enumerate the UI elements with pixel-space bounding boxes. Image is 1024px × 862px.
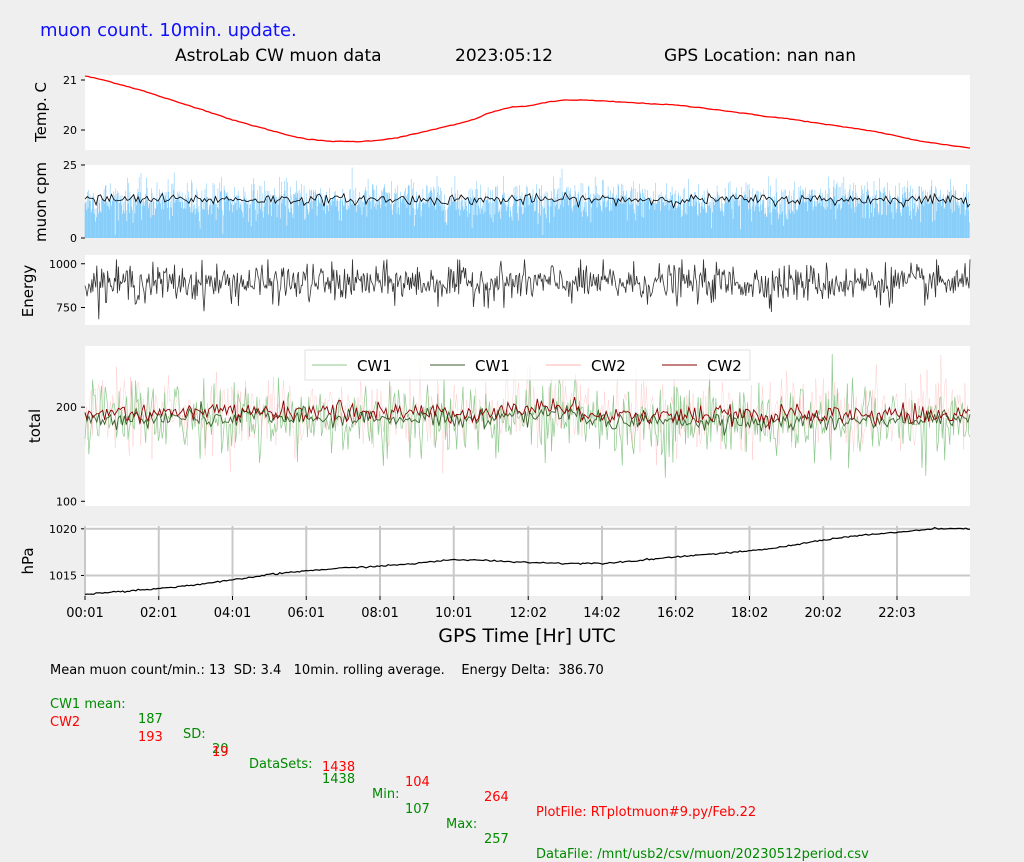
cw2-label: CW2 xyxy=(50,715,81,730)
ytick-label-0-0: 21 xyxy=(63,74,77,87)
ylabel-3: total xyxy=(26,409,44,443)
xtick-label-7: 14:02 xyxy=(583,606,620,621)
cw1-mean: 187 xyxy=(138,712,163,727)
cw2-sd: 19 xyxy=(212,745,229,760)
cw2-mean: 193 xyxy=(138,730,163,745)
cw1-datafile: DataFile: /mnt/usb2/csv/muon/20230512per… xyxy=(536,847,869,862)
ytick-label-2-0: 1000 xyxy=(49,258,77,271)
ytick-label-3-0: 200 xyxy=(56,401,77,414)
cw2-plotfile: PlotFile: RTplotmuon#9.py/Feb.22 xyxy=(536,805,757,820)
ylabel-2: Energy xyxy=(19,265,37,318)
plot-area-2 xyxy=(85,255,970,325)
status-text: muon count. 10min. update. xyxy=(40,20,297,41)
gps-location: GPS Location: nan nan xyxy=(664,46,856,66)
ylabel-1: muon cpm xyxy=(32,162,50,242)
xtick-label-9: 18:02 xyxy=(731,606,768,621)
cw2-datasets: 1438 xyxy=(322,760,356,775)
cw1-datasets-label: DataSets: xyxy=(249,757,313,772)
cw1-max-label: Max: xyxy=(446,817,478,832)
xtick-label-6: 12:02 xyxy=(510,606,547,621)
xtick-label-10: 20:02 xyxy=(805,606,842,621)
xtick-label-8: 16:02 xyxy=(657,606,694,621)
cw1-mean-label: CW1 mean: xyxy=(50,697,126,712)
temperature-line xyxy=(84,75,971,149)
energy-line xyxy=(84,259,971,320)
date-title: 2023:05:12 xyxy=(455,46,553,66)
ytick-label-3-1: 100 xyxy=(56,495,77,508)
muon-chart: muon count. 10min. update. AstroLab CW mu… xyxy=(19,20,971,647)
cw2-min: 104 xyxy=(405,775,430,790)
xtick-label-3: 06:01 xyxy=(288,606,325,621)
legend-label-3: CW2 xyxy=(707,357,742,375)
cw2-avg-line xyxy=(84,396,971,430)
cw1-max: 257 xyxy=(484,832,509,847)
ytick-label-4-0: 1020 xyxy=(49,523,77,536)
legend-label-0: CW1 xyxy=(357,357,392,375)
ytick-label-2-1: 750 xyxy=(56,302,77,315)
cpm-rolling-line xyxy=(84,191,971,209)
ylabel-0: Temp. C xyxy=(32,82,50,143)
xtick-label-4: 08:01 xyxy=(361,606,398,621)
ytick-label-0-1: 20 xyxy=(63,124,77,137)
source-title: AstroLab CW muon data xyxy=(175,46,382,66)
ylabel-4: hPa xyxy=(19,547,37,574)
ytick-label-1-1: 0 xyxy=(70,232,77,245)
xtick-label-0: 00:01 xyxy=(66,606,103,621)
xtick-label-1: 02:01 xyxy=(140,606,177,621)
xtick-label-2: 04:01 xyxy=(214,606,251,621)
plot-area-0 xyxy=(85,75,970,150)
legend-label-2: CW2 xyxy=(591,357,626,375)
xaxis-label: GPS Time [Hr] UTC xyxy=(438,625,615,647)
footer-cw2: CW2 193 19 1438 104 264 PlotFile: RTplot… xyxy=(50,700,756,820)
cw1-raw-line xyxy=(84,353,971,478)
cw1-sd-label: SD: xyxy=(183,727,206,742)
legend-label-1: CW1 xyxy=(475,357,510,375)
cw1-min-label: Min: xyxy=(372,787,400,802)
ytick-label-4-1: 1015 xyxy=(49,569,77,582)
ytick-label-1-0: 25 xyxy=(63,159,77,172)
footer-summary: Mean muon count/min.: 13 SD: 3.4 10min. … xyxy=(50,663,604,678)
xtick-label-11: 22:03 xyxy=(878,606,915,621)
cpm-bars xyxy=(84,167,970,238)
cw1-min: 107 xyxy=(405,802,430,817)
cw2-max: 264 xyxy=(484,790,509,805)
pressure-line xyxy=(84,526,971,595)
xtick-label-5: 10:01 xyxy=(435,606,472,621)
cw1-avg-line xyxy=(84,401,971,436)
